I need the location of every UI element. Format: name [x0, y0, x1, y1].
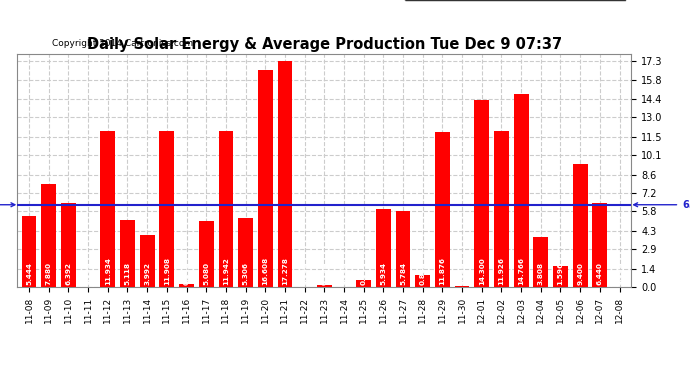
Text: 5.934: 5.934 — [380, 262, 386, 285]
Bar — [21, 216, 37, 287]
Bar — [553, 266, 568, 287]
Text: 7.880: 7.880 — [46, 262, 52, 285]
Text: 5.080: 5.080 — [203, 262, 209, 285]
Text: 1.596: 1.596 — [558, 262, 564, 285]
Text: 6.288: 6.288 — [0, 200, 15, 210]
Bar — [395, 211, 411, 287]
Text: 5.118: 5.118 — [124, 262, 130, 285]
Text: 0.000: 0.000 — [85, 262, 91, 285]
Text: 0.882: 0.882 — [420, 262, 426, 285]
Bar — [435, 132, 450, 287]
Bar — [159, 131, 174, 287]
Bar — [317, 285, 332, 287]
Text: 0.000: 0.000 — [302, 262, 308, 285]
Bar — [258, 70, 273, 287]
Bar — [356, 280, 371, 287]
Bar — [199, 220, 214, 287]
Bar — [120, 220, 135, 287]
Bar — [61, 203, 76, 287]
Bar — [277, 61, 293, 287]
Text: Copyright 2014 Cartronics.com: Copyright 2014 Cartronics.com — [52, 39, 193, 48]
Text: 14.300: 14.300 — [479, 257, 485, 285]
Bar — [101, 131, 115, 287]
Bar — [593, 203, 607, 287]
Text: 5.306: 5.306 — [243, 262, 248, 285]
Text: 0.124: 0.124 — [322, 262, 327, 285]
Text: 0.032: 0.032 — [459, 262, 465, 285]
Text: 11.876: 11.876 — [440, 257, 446, 285]
Text: 6.440: 6.440 — [597, 262, 603, 285]
Text: 0.000: 0.000 — [617, 262, 622, 285]
Text: 11.942: 11.942 — [223, 257, 229, 285]
Text: 9.400: 9.400 — [577, 262, 583, 285]
Bar — [533, 237, 548, 287]
Bar — [415, 275, 430, 287]
Bar — [376, 209, 391, 287]
Text: 14.766: 14.766 — [518, 257, 524, 285]
Legend: Average  (kWh), Daily  (kWh): Average (kWh), Daily (kWh) — [404, 0, 627, 1]
Bar — [475, 100, 489, 287]
Text: 5.444: 5.444 — [26, 262, 32, 285]
Text: 0.248: 0.248 — [184, 262, 190, 285]
Bar — [41, 184, 56, 287]
Title: Daily Solar Energy & Average Production Tue Dec 9 07:37: Daily Solar Energy & Average Production … — [87, 37, 562, 52]
Bar — [573, 164, 588, 287]
Text: 3.992: 3.992 — [144, 262, 150, 285]
Bar — [238, 217, 253, 287]
Bar — [179, 284, 194, 287]
Text: 17.278: 17.278 — [282, 257, 288, 285]
Text: 3.808: 3.808 — [538, 262, 544, 285]
Bar — [219, 131, 233, 287]
Text: 16.608: 16.608 — [262, 257, 268, 285]
Bar — [514, 94, 529, 287]
Text: 11.934: 11.934 — [105, 257, 111, 285]
Text: 11.926: 11.926 — [498, 257, 504, 285]
Text: 11.908: 11.908 — [164, 257, 170, 285]
Bar — [455, 286, 469, 287]
Text: 5.784: 5.784 — [400, 262, 406, 285]
Text: 0.544: 0.544 — [361, 262, 366, 285]
Text: 6.392: 6.392 — [66, 262, 72, 285]
Text: 0.000: 0.000 — [341, 262, 347, 285]
Text: 6.288: 6.288 — [633, 200, 690, 210]
Bar — [140, 235, 155, 287]
Bar — [494, 131, 509, 287]
